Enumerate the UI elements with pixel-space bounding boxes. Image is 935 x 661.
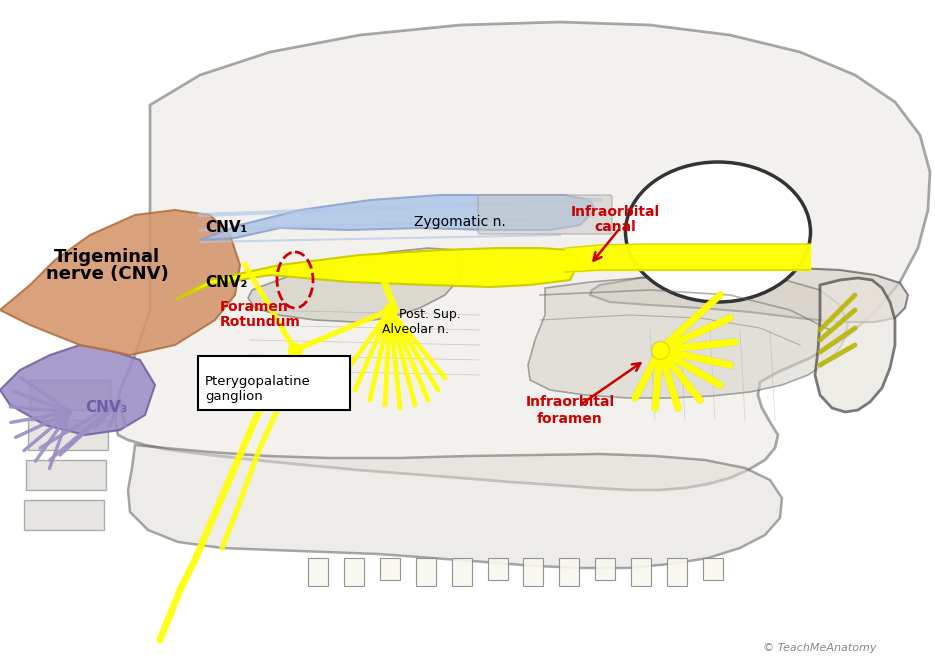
Polygon shape [0, 210, 240, 355]
Polygon shape [590, 268, 908, 322]
Polygon shape [815, 278, 895, 412]
Bar [380, 558, 400, 580]
Ellipse shape [626, 162, 811, 302]
Bar [30, 380, 110, 410]
FancyBboxPatch shape [478, 195, 612, 234]
Bar [308, 558, 328, 586]
Text: canal: canal [594, 220, 636, 234]
FancyBboxPatch shape [198, 356, 350, 410]
Bar [28, 420, 108, 450]
Bar [667, 558, 687, 586]
Text: Foramen: Foramen [220, 300, 289, 314]
Text: Infraorbital: Infraorbital [525, 395, 614, 409]
Text: Rotundum: Rotundum [220, 315, 301, 329]
Bar [487, 558, 508, 580]
Polygon shape [248, 248, 465, 322]
Polygon shape [200, 195, 595, 240]
Bar [703, 558, 723, 580]
Bar [416, 558, 436, 586]
Bar [26, 460, 106, 490]
Text: ganglion: ganglion [205, 390, 263, 403]
Bar [631, 558, 651, 586]
Text: Infraorbital: Infraorbital [570, 205, 659, 219]
Text: CNV₁: CNV₁ [205, 220, 247, 235]
Bar [344, 558, 364, 586]
Bar [452, 558, 471, 586]
Bar [24, 500, 104, 530]
Text: CNV₃: CNV₃ [85, 400, 127, 415]
Text: Zygomatic n.: Zygomatic n. [414, 215, 506, 229]
Polygon shape [175, 248, 580, 300]
Text: foramen: foramen [537, 412, 603, 426]
Bar [596, 558, 615, 580]
Text: CNV₂: CNV₂ [205, 275, 247, 290]
Polygon shape [528, 276, 848, 398]
Polygon shape [0, 345, 155, 435]
Text: Pterygopalatine: Pterygopalatine [205, 375, 310, 388]
Text: © TeachMeAnatomy: © TeachMeAnatomy [763, 643, 877, 653]
Polygon shape [115, 22, 930, 490]
Text: Alveolar n.: Alveolar n. [381, 323, 449, 336]
Polygon shape [128, 445, 782, 568]
Bar [559, 558, 580, 586]
Bar [524, 558, 543, 586]
Text: Post. Sup.: Post. Sup. [399, 308, 461, 321]
Text: nerve (CNV): nerve (CNV) [46, 265, 168, 283]
Text: Trigeminal: Trigeminal [54, 248, 160, 266]
